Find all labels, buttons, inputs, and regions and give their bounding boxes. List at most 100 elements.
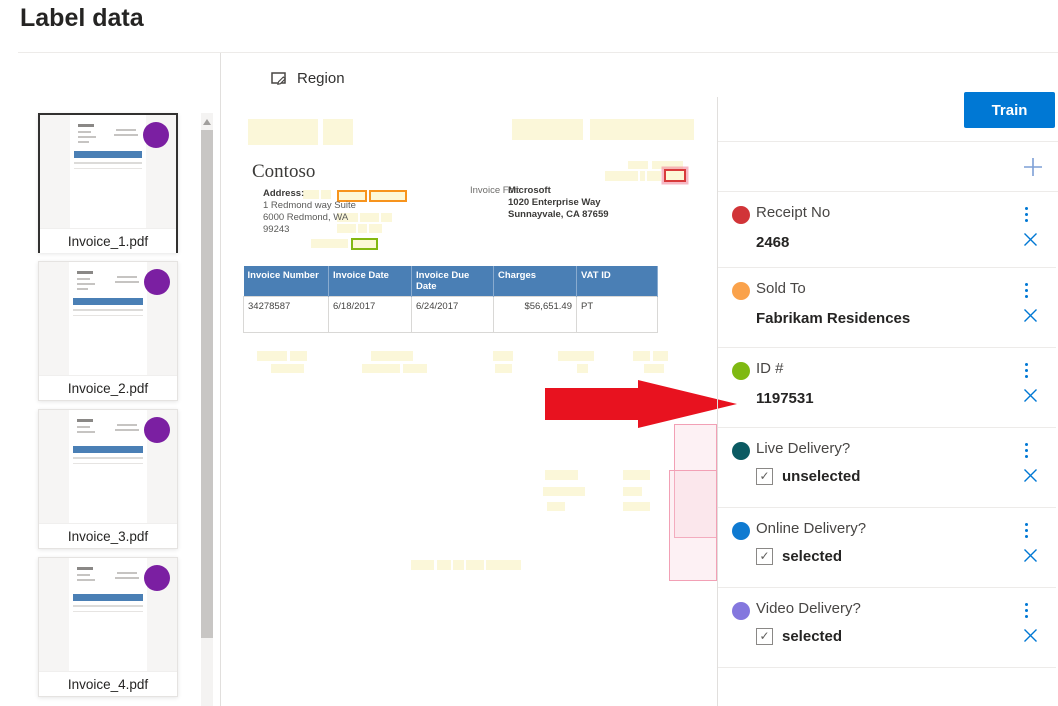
label-box-receipt-no[interactable] <box>664 169 686 182</box>
ocr-highlight[interactable] <box>337 213 358 222</box>
label-color-dot <box>732 602 750 620</box>
label-row-receipt-no: Receipt No 2468 <box>718 192 1056 268</box>
delete-value-icon[interactable] <box>1023 468 1038 488</box>
label-row-live-delivery: Live Delivery? ✓ unselected <box>718 428 1056 508</box>
kebab-menu-icon[interactable] <box>1023 441 1030 460</box>
kebab-menu-icon[interactable] <box>1023 205 1030 224</box>
ocr-highlight[interactable] <box>623 502 650 511</box>
add-label-icon[interactable] <box>1022 156 1044 183</box>
thumbnail-invoice-2[interactable]: Invoice_2.pdf <box>38 261 178 401</box>
thumbnail-filename: Invoice_4.pdf <box>39 671 177 696</box>
thumbnail-invoice-1[interactable]: Invoice_1.pdf <box>38 113 178 253</box>
panel-rule <box>718 141 1058 142</box>
kebab-menu-icon[interactable] <box>1023 361 1030 380</box>
label-name: Online Delivery? <box>756 520 867 537</box>
invoice-table: Invoice Number Invoice Date Invoice Due … <box>243 266 658 333</box>
ocr-highlight[interactable] <box>248 119 318 145</box>
ocr-highlight[interactable] <box>640 171 645 181</box>
label-name: Sold To <box>756 280 806 297</box>
label-row-video-delivery: Video Delivery? ✓ selected <box>718 588 1056 668</box>
ocr-highlight[interactable] <box>543 487 585 496</box>
ocr-highlight[interactable] <box>403 364 427 373</box>
checkbox-value: ✓ unselected <box>756 468 860 485</box>
ocr-highlight[interactable] <box>411 560 434 570</box>
ocr-highlight[interactable] <box>303 190 319 199</box>
ocr-highlight[interactable] <box>545 470 578 480</box>
checkbox-icon: ✓ <box>756 628 773 645</box>
train-button[interactable]: Train <box>964 92 1055 128</box>
ocr-highlight[interactable] <box>653 351 668 361</box>
ocr-highlight[interactable] <box>558 351 594 361</box>
label-box-sold-to[interactable] <box>369 190 407 202</box>
label-row-online-delivery: Online Delivery? ✓ selected <box>718 508 1056 588</box>
ocr-highlight[interactable] <box>493 351 513 361</box>
delete-value-icon[interactable] <box>1023 232 1038 252</box>
ocr-highlight[interactable] <box>628 161 648 169</box>
delete-value-icon[interactable] <box>1023 628 1038 648</box>
ocr-highlight[interactable] <box>360 213 379 222</box>
ocr-highlight[interactable] <box>323 119 353 145</box>
kebab-menu-icon[interactable] <box>1023 521 1030 540</box>
thumbnail-filename: Invoice_3.pdf <box>39 523 177 548</box>
ocr-highlight[interactable] <box>577 364 588 373</box>
ocr-highlight[interactable] <box>321 190 331 199</box>
drawn-region[interactable] <box>669 470 717 581</box>
ocr-highlight[interactable] <box>271 364 304 373</box>
ocr-highlight[interactable] <box>466 560 484 570</box>
checkbox-icon: ✓ <box>756 468 773 485</box>
ocr-highlight[interactable] <box>257 351 287 361</box>
drawn-region[interactable] <box>674 424 717 538</box>
label-name: Live Delivery? <box>756 440 851 457</box>
ocr-highlight[interactable] <box>337 224 356 233</box>
label-box-id[interactable] <box>351 238 378 250</box>
delete-value-icon[interactable] <box>1023 548 1038 568</box>
ocr-highlight[interactable] <box>381 213 392 222</box>
ocr-highlight[interactable] <box>652 161 683 169</box>
panel-divider <box>717 97 718 706</box>
ocr-highlight[interactable] <box>486 560 521 570</box>
status-dot <box>144 565 170 591</box>
ocr-highlight[interactable] <box>311 239 348 248</box>
label-value: selected <box>782 548 843 565</box>
label-name: Video Delivery? <box>756 600 861 617</box>
label-row-sold-to: Sold To Fabrikam Residences <box>718 268 1056 348</box>
kebab-menu-icon[interactable] <box>1023 281 1030 300</box>
ocr-highlight[interactable] <box>647 171 661 181</box>
ocr-highlight[interactable] <box>590 119 694 140</box>
ocr-highlight[interactable] <box>453 560 464 570</box>
region-button[interactable]: Region <box>270 63 345 93</box>
ocr-highlight[interactable] <box>623 487 642 496</box>
status-dot <box>143 122 169 148</box>
delete-value-icon[interactable] <box>1023 308 1038 328</box>
label-box-sold-to[interactable] <box>337 190 367 202</box>
ocr-highlight[interactable] <box>358 224 367 233</box>
ocr-highlight[interactable] <box>644 364 664 373</box>
sidebar-scrollbar-thumb[interactable] <box>201 130 213 638</box>
kebab-menu-icon[interactable] <box>1023 601 1030 620</box>
label-value: selected <box>782 628 843 645</box>
ocr-highlight[interactable] <box>437 560 451 570</box>
ocr-highlight[interactable] <box>623 470 650 480</box>
ocr-highlight[interactable] <box>547 502 565 511</box>
ocr-highlight[interactable] <box>290 351 307 361</box>
thumbnail-invoice-3[interactable]: Invoice_3.pdf <box>38 409 178 549</box>
thumbnail-invoice-4[interactable]: Invoice_4.pdf <box>38 557 178 697</box>
scroll-up-icon[interactable] <box>203 119 211 125</box>
ocr-highlight[interactable] <box>369 224 382 233</box>
ocr-highlight[interactable] <box>495 364 512 373</box>
label-value: 1197531 <box>756 390 814 407</box>
ocr-highlight[interactable] <box>362 364 400 373</box>
label-name: ID # <box>756 360 784 377</box>
invoice-for-label: Invoice For: <box>470 185 520 196</box>
invoice-company: Contoso <box>252 161 316 182</box>
ocr-highlight[interactable] <box>633 351 650 361</box>
sidebar-divider <box>220 53 221 706</box>
ocr-highlight[interactable] <box>371 351 413 361</box>
ocr-highlight[interactable] <box>605 171 638 181</box>
invoice-address-block: Address: 1 Redmond way Suite 6000 Redmon… <box>263 188 356 235</box>
delete-value-icon[interactable] <box>1023 388 1038 408</box>
ocr-highlight[interactable] <box>512 119 583 140</box>
label-value: unselected <box>782 468 861 485</box>
